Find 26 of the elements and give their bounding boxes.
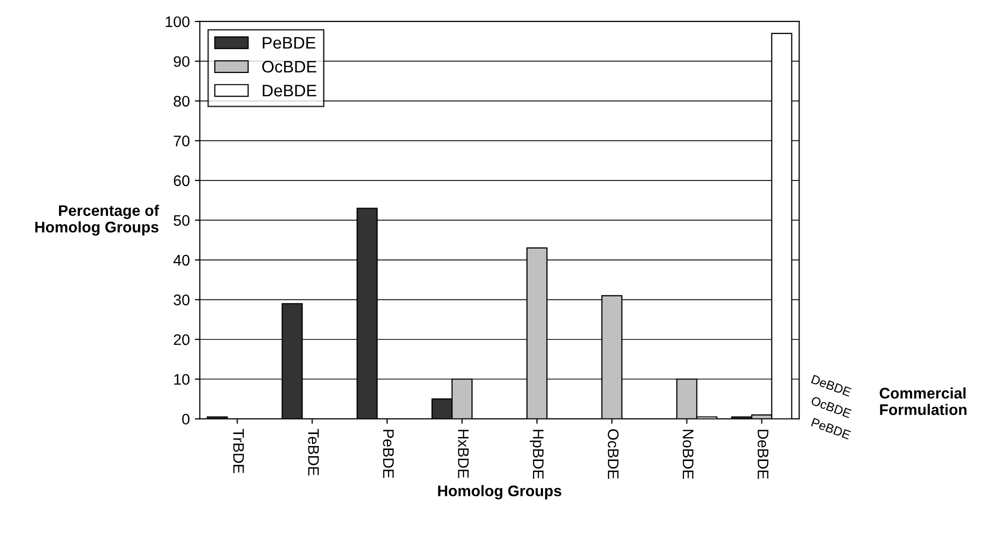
y-tick-label: 20 [174,334,190,346]
text: Commercial Formulation [880,387,966,416]
x-tick-label: HpBDE [530,430,544,479]
y-tick-label: 50 [174,215,190,226]
y-axis-title: Percentage of Homolog Groups [35,204,160,236]
x-tick-label: HxBDE [458,430,469,478]
x-axis-title: Homolog Groups [438,485,562,500]
x-tick-label: DeBDE [758,430,768,479]
x-tick-label: TeBDE [308,428,319,476]
y-tick-label: 60 [174,175,190,186]
legend-label: OcBDE [262,60,316,73]
x-tick-label: NoBDE [682,430,694,479]
x-tick-label: PeBDE [383,430,394,478]
legend-label: PeBDE [262,37,316,49]
y-tick-label: 30 [174,294,190,306]
text: OcBDE [810,396,852,418]
y-tick-label: 90 [174,56,190,67]
y-tick-label: 40 [173,254,190,266]
x-tick-label: TrBDE [233,428,244,474]
x-tick-label: OcBDE [608,429,619,479]
y-tick-label: 80 [174,96,190,107]
y-tick-label: 70 [174,136,190,146]
legend-label: DeBDE [262,84,316,96]
y-tick-label: 10 [174,374,190,385]
y-tick-label: 100 [166,16,190,28]
y-tick-label: 0 [182,414,190,425]
